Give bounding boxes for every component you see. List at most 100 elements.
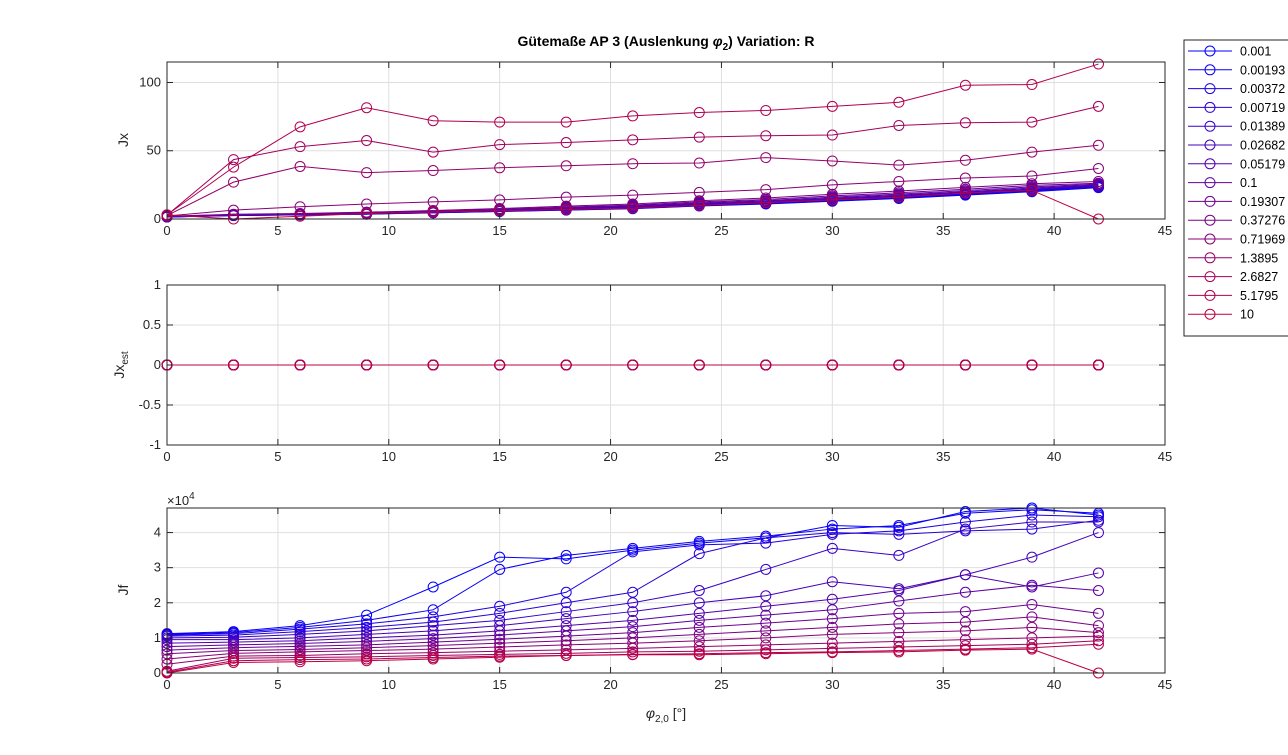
data-point	[693, 107, 705, 119]
x-tick-label: 45	[1158, 449, 1172, 464]
legend-marker	[1204, 158, 1216, 170]
legend-entry: 0.71969	[1188, 233, 1285, 247]
x-tick-label: 40	[1047, 223, 1061, 238]
data-point	[560, 649, 572, 661]
data-point	[893, 359, 905, 371]
data-point	[228, 639, 240, 651]
figure-title: Gütemaße AP 3 (Auslenkung φ2) Variation:…	[517, 33, 814, 53]
legend-label: 0.01389	[1240, 120, 1285, 134]
data-point	[494, 607, 506, 619]
series-jf-7	[161, 579, 1104, 653]
x-tick-label: 40	[1047, 449, 1061, 464]
legend-entry: 0.001	[1188, 45, 1271, 59]
data-point	[627, 646, 639, 658]
subplot-jf-ticks: 0 5 10 15 20 25 30 35 40 45 0 1 2 3 4	[154, 508, 1172, 692]
x-tick-label: 25	[714, 449, 728, 464]
data-point	[760, 617, 772, 629]
data-point	[627, 614, 639, 626]
data-point	[494, 162, 506, 174]
data-point	[627, 649, 639, 661]
data-point	[959, 359, 971, 371]
series-jf-6	[161, 567, 1104, 649]
legend-label: 2.6827	[1240, 270, 1278, 284]
subplot-jxest-ticks: 0 5 10 15 20 25 30 35 40 45 -1 -0.5 0 0.5 1	[139, 277, 1173, 464]
data-point	[893, 119, 905, 131]
x-tick-label: 10	[382, 677, 396, 692]
data-point	[294, 635, 306, 647]
data-point	[760, 609, 772, 621]
data-point	[427, 359, 439, 371]
data-point	[760, 590, 772, 602]
data-point	[361, 635, 373, 647]
data-point	[826, 647, 838, 659]
subplot-jxest: 0 5 10 15 20 25 30 35 40 45 -1 -0.5 0 0.5 1 Jxest	[111, 277, 1172, 464]
x-tick-label: 35	[936, 677, 950, 692]
data-point	[560, 160, 572, 172]
y-tick-label: 3	[154, 560, 161, 575]
data-point	[427, 636, 439, 648]
data-point	[627, 597, 639, 609]
data-point	[560, 613, 572, 625]
legend-label: 0.05179	[1240, 157, 1285, 171]
data-point	[560, 203, 572, 215]
data-point	[893, 96, 905, 108]
series-line	[166, 635, 1099, 665]
data-point	[1026, 178, 1038, 190]
data-point	[760, 359, 772, 371]
subplot-jf-series	[161, 502, 1104, 679]
data-point	[1092, 585, 1104, 596]
x-tick-label: 0	[163, 677, 170, 692]
data-point	[627, 546, 639, 558]
data-point	[760, 648, 772, 660]
data-point	[893, 528, 905, 540]
data-point	[1026, 79, 1038, 91]
data-point	[693, 621, 705, 633]
subplot-jxest-ylabel-sub: est	[120, 351, 131, 365]
legend-entry: 0.19307	[1188, 195, 1285, 209]
data-point	[627, 110, 639, 122]
data-point	[1092, 100, 1104, 112]
subplot-jx-frame	[166, 61, 1166, 220]
legend-label: 0.001	[1240, 45, 1271, 59]
x-tick-label: 0	[163, 449, 170, 464]
data-point	[294, 632, 306, 644]
data-point	[1026, 359, 1038, 371]
x-tick-label: 20	[603, 223, 617, 238]
subplot-jx-ylabel: Jx	[115, 133, 131, 147]
data-point	[1092, 627, 1104, 639]
data-point	[826, 520, 838, 532]
x-tick-label: 35	[936, 449, 950, 464]
data-point	[693, 359, 705, 371]
legend-entry: 0.00719	[1188, 101, 1285, 115]
data-point	[693, 199, 705, 211]
legend-marker	[1204, 308, 1216, 320]
data-point	[427, 653, 439, 665]
data-point	[361, 359, 373, 371]
legend-label: 0.37276	[1240, 214, 1285, 228]
series-jf-5	[161, 527, 1104, 646]
data-point	[294, 121, 306, 133]
data-point	[826, 129, 838, 141]
data-point	[959, 187, 971, 199]
data-point	[826, 576, 838, 588]
data-point	[760, 104, 772, 116]
data-point	[826, 188, 838, 200]
data-point	[959, 154, 971, 166]
data-point	[693, 548, 705, 560]
data-point	[627, 359, 639, 371]
data-point	[627, 134, 639, 146]
data-point	[959, 172, 971, 184]
data-point	[294, 626, 306, 638]
legend-entry: 0.37276	[1188, 214, 1285, 228]
series-jf-4	[161, 516, 1104, 644]
x-tick-label: 15	[492, 223, 506, 238]
legend-entry: 0.00193	[1188, 63, 1285, 77]
x-axis-label-phi: φ	[646, 705, 655, 721]
data-point	[826, 613, 838, 625]
data-point	[1026, 509, 1038, 521]
data-point	[627, 606, 639, 618]
legend-entries: 0.001 0.00193 0.00372 0.00719 0.01389 0.02682…	[1188, 45, 1285, 322]
subplot-jx-series	[161, 58, 1104, 225]
data-point	[361, 655, 373, 667]
